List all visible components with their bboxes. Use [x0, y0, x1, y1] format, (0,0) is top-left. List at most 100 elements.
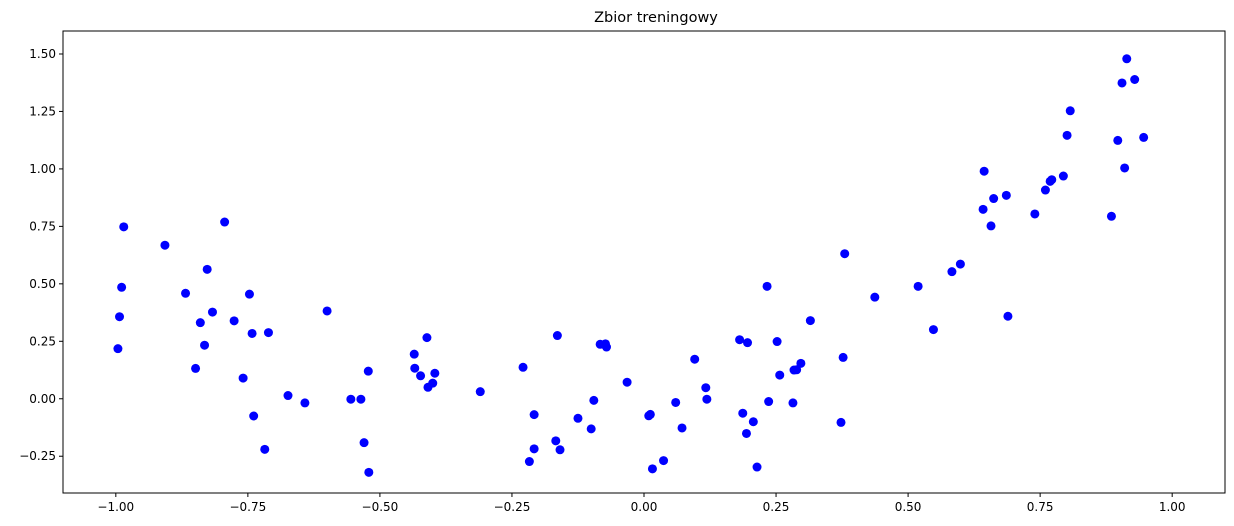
data-point — [283, 391, 293, 401]
data-point — [181, 288, 191, 298]
data-point — [788, 398, 798, 408]
x-tick-label: 0.00 — [631, 500, 658, 514]
data-point — [838, 352, 848, 362]
data-point — [410, 363, 420, 373]
data-point — [119, 222, 129, 232]
data-point — [743, 338, 753, 348]
data-point — [552, 331, 562, 341]
data-point — [1062, 130, 1072, 140]
data-point — [428, 378, 438, 388]
data-point — [322, 306, 332, 316]
data-point — [409, 349, 419, 359]
data-point — [796, 358, 806, 368]
data-point — [589, 395, 599, 405]
y-tick-label: −0.25 — [19, 449, 56, 463]
data-point — [229, 316, 239, 326]
y-tick-label: 0.25 — [29, 334, 56, 348]
data-point — [113, 344, 123, 354]
data-point — [701, 383, 711, 393]
x-tick-label: 0.50 — [895, 500, 922, 514]
data-point — [220, 217, 230, 227]
data-point — [1003, 311, 1013, 321]
data-point — [1065, 106, 1075, 116]
data-point — [622, 377, 632, 387]
data-point — [586, 424, 596, 434]
data-point — [836, 417, 846, 427]
data-point — [524, 457, 534, 467]
data-point — [260, 444, 270, 454]
x-tick-label: −0.25 — [494, 500, 531, 514]
plot-frame — [62, 30, 1226, 494]
data-point — [913, 281, 923, 291]
data-point — [805, 316, 815, 326]
data-point — [690, 354, 700, 364]
data-point — [986, 221, 996, 231]
data-point — [1058, 171, 1068, 181]
y-tick-label: 1.00 — [29, 162, 56, 176]
data-point — [207, 307, 217, 317]
data-point — [238, 373, 248, 383]
data-point — [475, 387, 485, 397]
data-point — [1040, 185, 1050, 195]
data-point — [601, 342, 611, 352]
data-point — [979, 166, 989, 176]
data-point — [430, 368, 440, 378]
data-point — [363, 366, 373, 376]
data-point — [117, 282, 127, 292]
data-points — [113, 54, 1149, 477]
data-point — [645, 409, 655, 419]
data-point — [1113, 135, 1123, 145]
data-point — [191, 363, 201, 373]
data-point — [202, 264, 212, 274]
x-tick-label: 1.00 — [1159, 500, 1186, 514]
axes: −1.00 −0.75 −0.50 −0.25 0.00 0.25 0.50 0.75 1.00… — [19, 47, 1185, 514]
data-point — [1122, 54, 1132, 64]
data-point — [1117, 78, 1127, 88]
data-point — [356, 394, 366, 404]
x-tick-label: 0.75 — [1027, 500, 1054, 514]
data-point — [735, 335, 745, 345]
data-point — [947, 267, 957, 277]
data-point — [416, 371, 426, 381]
y-tick-label: 1.25 — [29, 104, 56, 118]
x-tick-label: −1.00 — [97, 500, 134, 514]
data-point — [1130, 74, 1140, 84]
data-point — [647, 464, 657, 474]
x-tick-label: −0.75 — [229, 500, 266, 514]
data-point — [1106, 211, 1116, 221]
data-point — [870, 292, 880, 302]
data-point — [115, 312, 125, 322]
data-point — [195, 318, 205, 328]
data-point — [529, 410, 539, 420]
data-point — [1120, 163, 1130, 173]
data-point — [529, 444, 539, 454]
data-point — [422, 333, 432, 343]
data-point — [573, 413, 583, 423]
data-point — [551, 436, 561, 446]
data-point — [244, 289, 254, 299]
data-point — [741, 428, 751, 438]
data-point — [249, 411, 259, 421]
data-point — [1001, 190, 1011, 200]
x-tick-label: 0.25 — [763, 500, 790, 514]
data-point — [677, 423, 687, 433]
data-point — [659, 456, 669, 466]
data-point — [200, 340, 210, 350]
data-point — [928, 325, 938, 335]
y-tick-label: 0.50 — [29, 277, 56, 291]
data-point — [792, 365, 802, 375]
data-point — [555, 445, 565, 455]
data-point — [989, 194, 999, 204]
data-point — [955, 259, 965, 269]
x-tick-label: −0.50 — [362, 500, 399, 514]
data-point — [738, 408, 748, 418]
data-point — [671, 397, 681, 407]
data-point — [840, 249, 850, 259]
data-point — [247, 328, 257, 338]
data-point — [762, 281, 772, 291]
y-tick-label: 1.50 — [29, 47, 56, 61]
data-point — [346, 394, 356, 404]
chart-title: Zbior treningowy — [594, 10, 718, 26]
data-point — [263, 328, 273, 338]
